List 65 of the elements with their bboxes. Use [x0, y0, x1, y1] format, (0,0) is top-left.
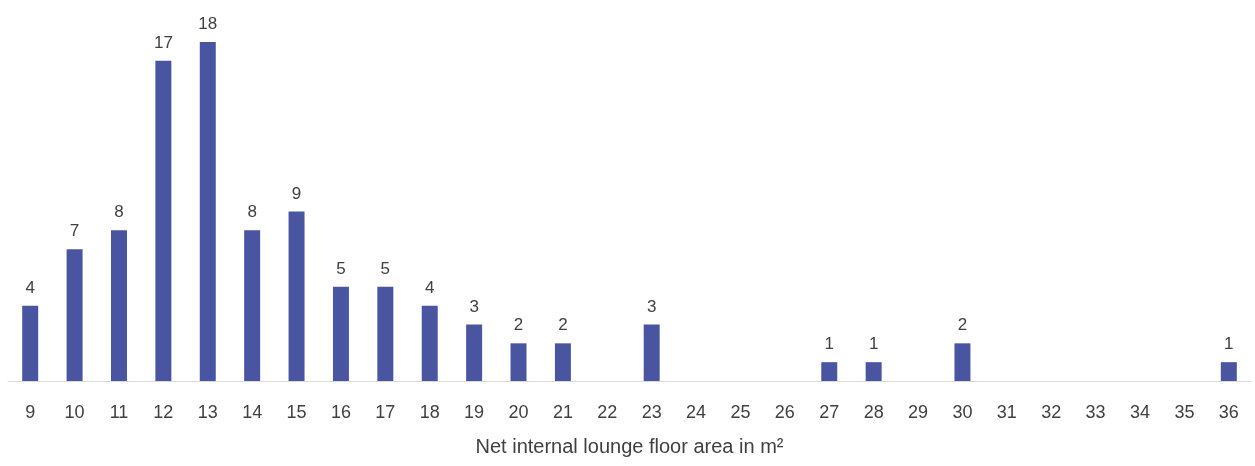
x-tick-label: 27	[819, 402, 840, 422]
x-tick-label: 9	[25, 402, 36, 422]
bar	[1220, 362, 1237, 381]
x-tick-label: 14	[242, 402, 263, 422]
x-tick-label: 19	[464, 402, 485, 422]
x-tick-label: 33	[1085, 402, 1106, 422]
bar	[66, 249, 83, 381]
data-label: 3	[646, 296, 657, 316]
data-label: 5	[336, 258, 346, 278]
bar	[421, 305, 438, 381]
x-tick-label: 28	[863, 402, 884, 422]
x-tick-label: 35	[1174, 402, 1195, 422]
data-label: 1	[1224, 334, 1234, 354]
bar	[199, 42, 216, 381]
bar	[110, 230, 127, 381]
data-label: 17	[153, 32, 173, 52]
x-axis-title: Net internal lounge floor area in m²	[475, 435, 784, 457]
x-tick-label: 12	[153, 402, 174, 422]
x-tick-label: 17	[375, 402, 396, 422]
bar	[377, 286, 394, 381]
data-label: 1	[824, 334, 834, 354]
data-label: 4	[425, 277, 435, 297]
bar	[155, 60, 172, 381]
x-tick-label: 31	[996, 402, 1017, 422]
x-tick-label: 32	[1041, 402, 1062, 422]
data-label: 9	[291, 183, 302, 203]
data-label: 2	[558, 315, 568, 335]
bar	[22, 305, 39, 381]
bar	[865, 362, 882, 381]
x-tick-label: 25	[730, 402, 751, 422]
x-tick-label: 24	[686, 402, 707, 422]
x-tick-label: 13	[197, 402, 218, 422]
x-tick-label: 18	[419, 402, 440, 422]
data-label: 8	[247, 202, 257, 222]
x-tick-label: 10	[64, 402, 85, 422]
data-label: 8	[114, 202, 124, 222]
x-tick-label: 34	[1130, 402, 1151, 422]
data-label: 18	[198, 14, 218, 33]
bar	[244, 230, 261, 381]
x-tick-label: 11	[109, 402, 129, 422]
x-tick-label: 21	[552, 402, 573, 422]
x-tick-label: 22	[597, 402, 618, 422]
data-label: 2	[513, 315, 524, 335]
x-tick-label: 30	[952, 402, 973, 422]
x-tick-label: 29	[908, 402, 929, 422]
bar	[954, 343, 971, 381]
x-tick-label: 36	[1218, 402, 1239, 422]
x-tick-label: 16	[330, 402, 351, 422]
x-tick-label: 23	[641, 402, 662, 422]
bar	[332, 286, 349, 381]
data-label: 1	[868, 334, 879, 354]
bar	[466, 324, 483, 381]
bar	[821, 362, 838, 381]
x-tick-label: 20	[508, 402, 529, 422]
bar	[554, 343, 571, 381]
data-label: 7	[69, 221, 80, 241]
data-label: 2	[957, 315, 968, 335]
bar	[643, 324, 660, 381]
data-label: 4	[25, 277, 35, 297]
data-label: 3	[469, 296, 479, 316]
bar	[288, 211, 305, 381]
data-label: 5	[380, 258, 391, 278]
x-tick-label: 26	[774, 402, 795, 422]
x-tick-label: 15	[286, 402, 307, 422]
bar	[510, 343, 527, 381]
